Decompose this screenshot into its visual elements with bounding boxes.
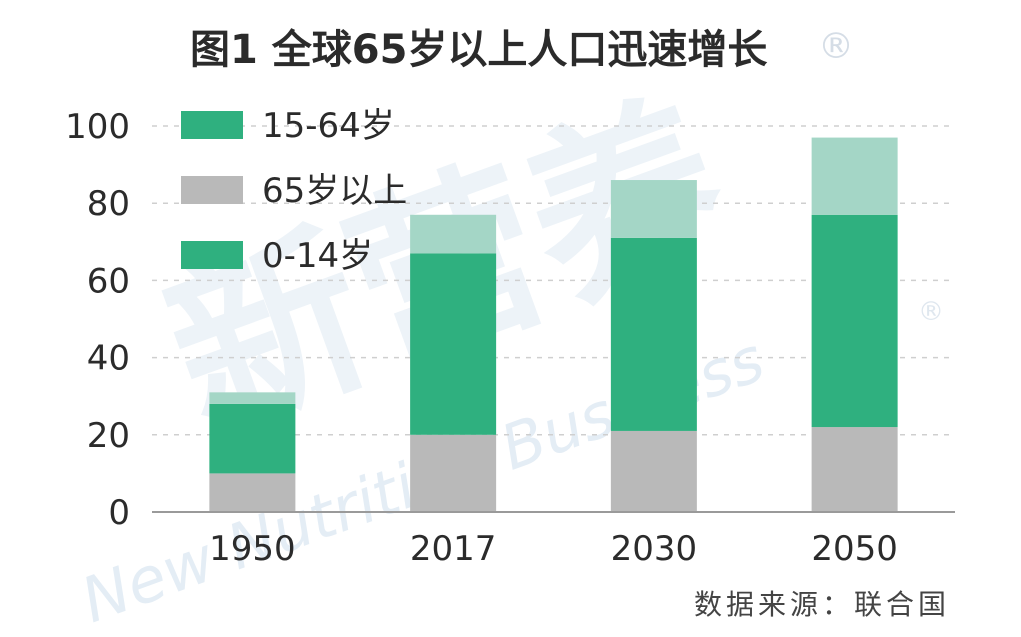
legend-swatch bbox=[181, 176, 243, 204]
registered-mark: ® bbox=[818, 26, 854, 67]
x-tick-label: 2050 bbox=[811, 529, 898, 569]
legend: 15-64岁 65岁以上 0-14岁 bbox=[181, 106, 407, 276]
bar-segment bbox=[811, 427, 898, 512]
bar-segment bbox=[410, 253, 497, 435]
data-source: 数据来源：联合国 bbox=[694, 588, 950, 621]
bar-segment bbox=[209, 403, 296, 474]
y-tick-label: 80 bbox=[87, 184, 130, 224]
y-tick-label: 20 bbox=[87, 416, 130, 456]
x-tick-label: 2017 bbox=[410, 529, 497, 569]
chart-title: 图1 全球65岁以上人口迅速增长 bbox=[190, 27, 767, 73]
y-tick-label: 0 bbox=[108, 493, 130, 533]
bar-segment bbox=[410, 434, 497, 512]
bar-segment bbox=[209, 473, 296, 512]
legend-label: 0-14岁 bbox=[262, 236, 373, 276]
y-tick-label: 60 bbox=[87, 261, 130, 301]
bar-segment bbox=[610, 180, 697, 238]
y-tick-label: 100 bbox=[65, 107, 130, 147]
legend-swatch bbox=[181, 241, 243, 269]
y-tick-label: 40 bbox=[87, 339, 130, 379]
bar-segment bbox=[610, 430, 697, 512]
legend-swatch bbox=[181, 111, 243, 139]
x-tick-label: 2030 bbox=[611, 529, 698, 569]
bar-segment bbox=[209, 392, 296, 404]
bar-segment bbox=[811, 214, 898, 428]
x-tick-label: 1950 bbox=[209, 529, 296, 569]
bar-segment bbox=[410, 214, 497, 254]
watermark-mark: ® bbox=[918, 297, 944, 327]
bar-segment bbox=[811, 137, 898, 215]
legend-label: 15-64岁 bbox=[262, 106, 395, 146]
legend-label: 65岁以上 bbox=[262, 171, 407, 211]
bars bbox=[209, 137, 898, 512]
axes: 0 20 40 60 80 100 1950 2017 2030 2050 bbox=[65, 107, 955, 569]
bar-segment bbox=[610, 237, 697, 431]
